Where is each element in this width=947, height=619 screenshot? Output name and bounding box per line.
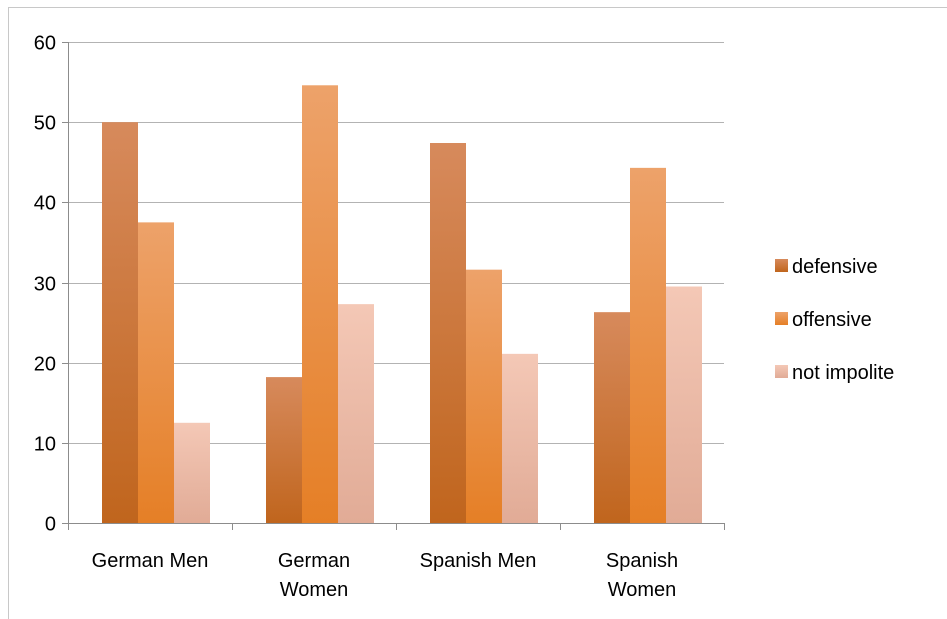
bar-defensive-3 (594, 312, 630, 523)
y-tick-label-20: 20 (34, 354, 56, 376)
y-tick-labels: 0 10 20 30 40 50 60 (34, 33, 56, 536)
x-tick-label-3: Spanish Women (606, 550, 678, 601)
y-tick-label-40: 40 (34, 193, 56, 215)
bar-offensive-2 (466, 269, 502, 523)
legend-label-offensive: offensive (792, 309, 872, 331)
bar-offensive-3 (630, 167, 666, 523)
bar-not-impolite-0 (174, 422, 210, 523)
legend: defensive offensive not impolite (775, 256, 894, 384)
bar-defensive-2 (430, 143, 466, 523)
y-tick-label-0: 0 (45, 514, 56, 536)
bar-defensive-0 (102, 122, 138, 524)
bar-defensive-1 (266, 377, 302, 523)
y-tick-label-10: 10 (34, 434, 56, 456)
x-tick-label-0: German Men (92, 550, 209, 572)
chart-border (8, 7, 947, 619)
bar-not-impolite-3 (666, 286, 702, 523)
bar-not-impolite-2 (502, 353, 538, 523)
legend-swatch-not-impolite (775, 365, 788, 378)
legend-label-defensive: defensive (792, 256, 878, 278)
y-tick-label-30: 30 (34, 274, 56, 296)
bar-not-impolite-1 (338, 304, 374, 523)
bar-offensive-1 (302, 85, 338, 523)
y-tick-label-60: 60 (34, 33, 56, 55)
x-tick-label-2: Spanish Men (420, 550, 537, 572)
legend-swatch-defensive (775, 259, 788, 272)
legend-label-not-impolite: not impolite (792, 362, 894, 384)
axes (68, 42, 725, 530)
x-tick-label-1: German Women (278, 550, 350, 601)
x-tick-labels: German Men German Women Spanish Men Spanish W… (92, 550, 679, 601)
legend-swatch-offensive (775, 312, 788, 325)
bar-offensive-0 (138, 222, 174, 523)
y-tick-label-50: 50 (34, 113, 56, 135)
bars (102, 85, 702, 524)
